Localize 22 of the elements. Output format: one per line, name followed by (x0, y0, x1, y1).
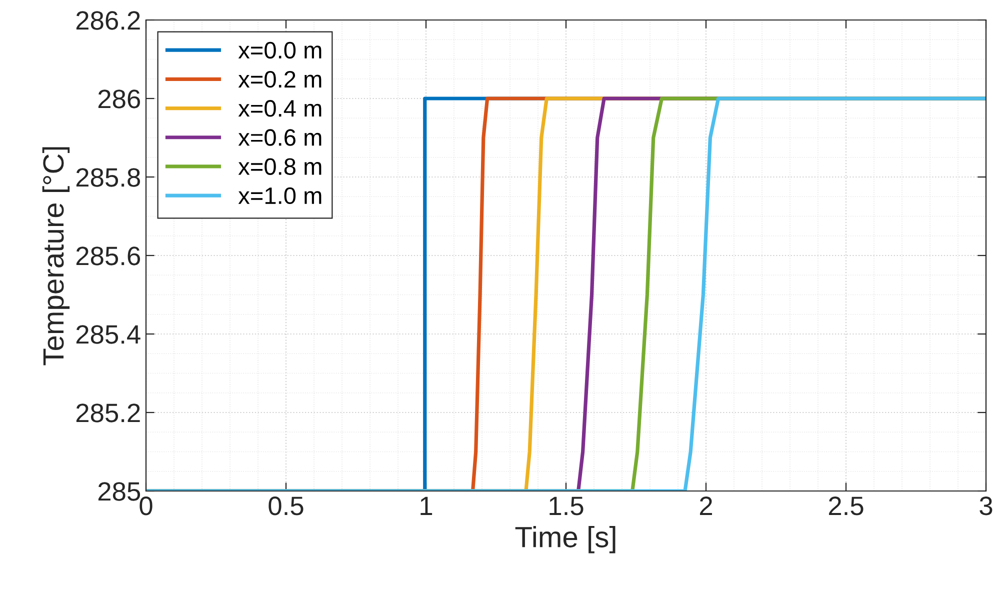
y-axis-title: Temperature [°C] (42, 147, 70, 366)
y-tick-label: 286 (98, 90, 140, 108)
legend-label: x=1.0 m (238, 187, 322, 204)
y-tick-label: 286.2 (76, 11, 140, 30)
y-tick-label: 285.6 (76, 246, 140, 266)
legend-label: x=0.8 m (238, 158, 322, 175)
legend-label: x=0.0 m (238, 42, 322, 59)
y-tick-label: 285.8 (76, 168, 140, 187)
legend-label: x=0.2 m (238, 70, 322, 88)
x-axis-title: Time [s] (515, 526, 616, 554)
x-tick-label: 0 (140, 496, 152, 516)
y-tick-label: 285.2 (76, 404, 140, 422)
legend-label: x=0.4 m (238, 100, 322, 117)
x-tick-label: 1.5 (550, 496, 584, 516)
x-tick-label: 2 (700, 496, 712, 515)
y-tick-label: 285 (98, 482, 140, 501)
y-tick-label: 285.4 (76, 325, 140, 344)
x-tick-label: 3 (980, 496, 992, 516)
x-tick-label: 0.5 (268, 496, 304, 516)
legend-label: x=0.6 m (238, 129, 322, 146)
x-tick-label: 2.5 (828, 496, 864, 516)
x-tick-label: 1 (420, 496, 432, 515)
